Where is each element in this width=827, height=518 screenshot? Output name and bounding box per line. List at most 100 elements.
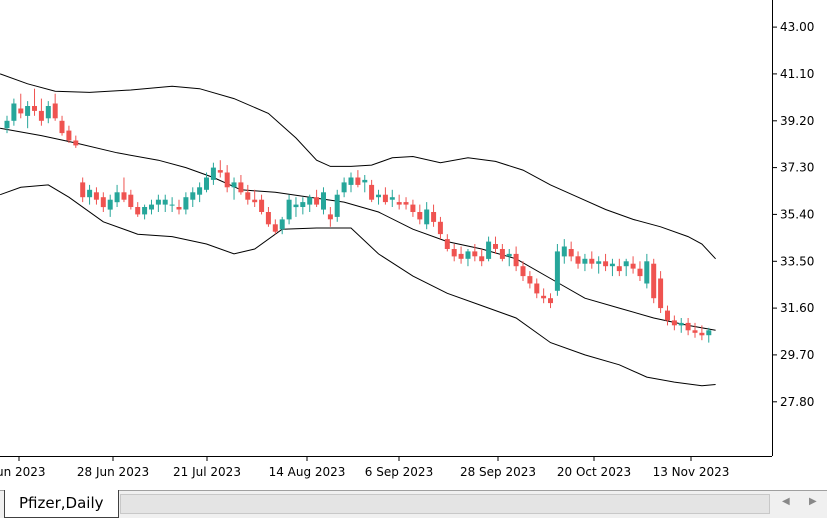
candle-body [217, 170, 223, 173]
x-tick-label: 6 Sep 2023 [365, 465, 433, 479]
candle [389, 189, 395, 207]
candle [87, 184, 93, 205]
horizontal-scrollbar[interactable] [120, 494, 770, 514]
candle [286, 194, 292, 225]
candle-body [321, 192, 326, 210]
candle [637, 261, 643, 281]
candle-body [210, 167, 216, 180]
candle [169, 197, 175, 212]
candle [355, 170, 361, 188]
candle [706, 327, 712, 343]
candle-body [197, 187, 203, 195]
candle [665, 305, 670, 326]
candle-body [18, 108, 24, 114]
candle-body [685, 322, 691, 331]
candle-body [4, 120, 10, 129]
candle [513, 246, 519, 272]
symbol-tab[interactable]: Pfizer,Daily [4, 490, 119, 518]
candle-body [671, 320, 677, 326]
candle-body [520, 266, 526, 277]
candle-body [658, 278, 664, 309]
candle-body [582, 258, 588, 264]
candle-body [451, 249, 457, 257]
candle [149, 199, 154, 215]
candle [527, 271, 533, 289]
candle-body [596, 261, 602, 264]
candle [444, 234, 450, 252]
candle [362, 175, 368, 193]
x-tick-label: 20 Oct 2023 [557, 465, 631, 479]
candle-body [307, 197, 313, 205]
candle [685, 318, 691, 336]
candle [38, 98, 44, 126]
candle-body [59, 120, 65, 134]
candle [465, 249, 471, 267]
candle [327, 207, 333, 227]
candle [279, 216, 285, 235]
candle-body [149, 204, 154, 210]
candle [66, 125, 72, 143]
scroll-left-icon[interactable]: ◀ [782, 496, 790, 507]
candle [403, 197, 409, 210]
candle-body [45, 106, 51, 119]
x-tick-label: 14 Aug 2023 [269, 465, 346, 479]
candle-body [589, 258, 595, 264]
candle [73, 135, 79, 148]
candle-body [279, 219, 285, 230]
candle [265, 207, 271, 227]
axes [0, 0, 773, 457]
candle [11, 98, 17, 126]
candle [603, 253, 609, 272]
candle-body [265, 212, 271, 225]
candlesticks [4, 88, 712, 343]
candle [472, 244, 478, 262]
bollinger-lower-line [0, 184, 716, 387]
candle [59, 115, 65, 136]
candle [431, 204, 437, 227]
candle-body [616, 266, 622, 272]
candle-body [142, 207, 148, 215]
candle [376, 189, 381, 205]
y-tick-label: 31.60 [780, 301, 814, 315]
candle-body [369, 184, 375, 200]
candle [300, 197, 306, 215]
candle-body [66, 130, 72, 141]
candle-body [87, 189, 93, 198]
x-tick-label: 28 Sep 2023 [460, 465, 536, 479]
candle-body [568, 249, 574, 257]
candle [307, 194, 313, 212]
candle [52, 93, 58, 121]
candle [314, 189, 320, 207]
candle-body [609, 263, 615, 267]
candle [520, 261, 526, 281]
candle-body [190, 192, 196, 200]
candle [224, 165, 230, 193]
candle-body [692, 330, 698, 333]
candle-body [293, 204, 299, 208]
candle-body [176, 207, 182, 210]
y-tick-label: 39.20 [780, 114, 814, 128]
candle [121, 177, 127, 203]
candle [658, 271, 664, 313]
bollinger-bands [0, 73, 716, 387]
candle-body [224, 172, 230, 188]
x-tick-label: Jun 2023 [0, 465, 46, 479]
candle-body [396, 202, 402, 205]
candle [348, 172, 354, 193]
candle-body [637, 268, 643, 277]
candle-body [479, 256, 485, 262]
candle-body [403, 202, 409, 205]
scroll-right-icon[interactable]: ▶ [809, 496, 817, 507]
candle-body [52, 103, 58, 119]
candle-body [334, 194, 340, 217]
candle [245, 184, 251, 205]
chart-canvas[interactable]: 43.00 41.10 39.20 37.30 35.40 33.50 31.60 29.70… [0, 0, 827, 490]
candle [575, 251, 581, 269]
candle-body [437, 221, 443, 235]
candle [506, 249, 512, 267]
y-tick-label: 37.30 [780, 161, 814, 175]
price-chart[interactable]: 43.00 41.10 39.20 37.30 35.40 33.50 31.60 29.70… [0, 0, 827, 490]
candle-body [561, 246, 567, 257]
candle [321, 187, 326, 215]
candle-body [355, 177, 361, 185]
